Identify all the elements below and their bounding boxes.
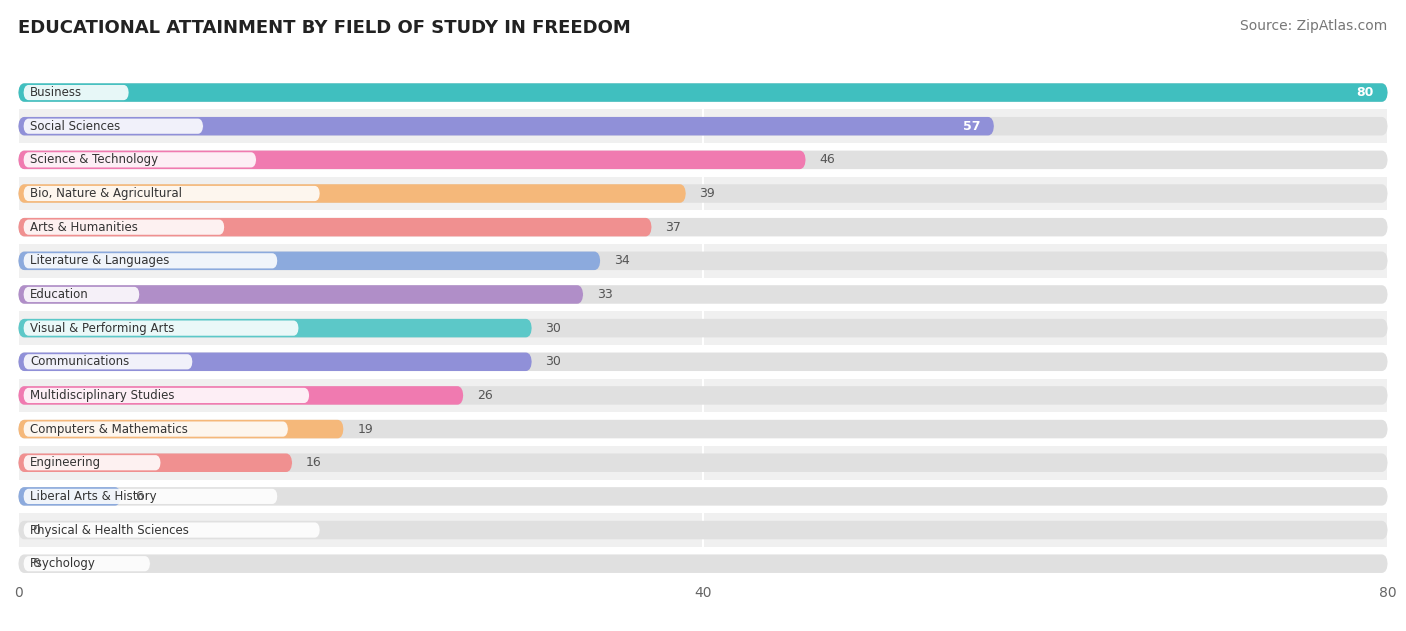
Text: Business: Business <box>31 86 83 99</box>
Text: 37: 37 <box>665 221 682 233</box>
Text: 0: 0 <box>32 557 39 570</box>
FancyBboxPatch shape <box>18 109 1388 143</box>
Text: Education: Education <box>31 288 89 301</box>
FancyBboxPatch shape <box>18 278 1388 311</box>
Text: Engineering: Engineering <box>31 456 101 469</box>
FancyBboxPatch shape <box>18 386 1388 404</box>
Text: 16: 16 <box>307 456 322 469</box>
Text: Liberal Arts & History: Liberal Arts & History <box>31 490 157 503</box>
Text: 57: 57 <box>963 120 980 133</box>
FancyBboxPatch shape <box>18 412 1388 446</box>
Text: Physical & Health Sciences: Physical & Health Sciences <box>31 524 190 536</box>
FancyBboxPatch shape <box>18 151 806 169</box>
Text: Social Sciences: Social Sciences <box>31 120 121 133</box>
FancyBboxPatch shape <box>24 85 129 100</box>
FancyBboxPatch shape <box>18 151 1388 169</box>
FancyBboxPatch shape <box>18 345 1388 379</box>
FancyBboxPatch shape <box>24 287 139 302</box>
Text: Science & Technology: Science & Technology <box>31 153 159 167</box>
FancyBboxPatch shape <box>24 422 288 437</box>
FancyBboxPatch shape <box>18 454 1388 472</box>
FancyBboxPatch shape <box>18 420 1388 439</box>
Text: 34: 34 <box>614 254 630 268</box>
FancyBboxPatch shape <box>18 218 1388 237</box>
FancyBboxPatch shape <box>18 218 651 237</box>
Text: Multidisciplinary Studies: Multidisciplinary Studies <box>31 389 174 402</box>
Text: Arts & Humanities: Arts & Humanities <box>31 221 138 233</box>
FancyBboxPatch shape <box>18 252 1388 270</box>
FancyBboxPatch shape <box>18 252 600 270</box>
FancyBboxPatch shape <box>18 184 686 203</box>
FancyBboxPatch shape <box>18 480 1388 513</box>
FancyBboxPatch shape <box>18 285 583 304</box>
FancyBboxPatch shape <box>24 489 277 504</box>
FancyBboxPatch shape <box>24 321 298 336</box>
FancyBboxPatch shape <box>18 319 531 338</box>
Text: 39: 39 <box>700 187 716 200</box>
Text: 26: 26 <box>477 389 492 402</box>
FancyBboxPatch shape <box>18 177 1388 210</box>
Text: Source: ZipAtlas.com: Source: ZipAtlas.com <box>1240 19 1388 33</box>
FancyBboxPatch shape <box>18 117 1388 136</box>
FancyBboxPatch shape <box>18 83 1388 102</box>
Text: 0: 0 <box>32 524 39 536</box>
FancyBboxPatch shape <box>24 354 193 369</box>
FancyBboxPatch shape <box>24 455 160 470</box>
FancyBboxPatch shape <box>18 521 1388 540</box>
FancyBboxPatch shape <box>18 210 1388 244</box>
Text: 30: 30 <box>546 322 561 334</box>
FancyBboxPatch shape <box>18 353 1388 371</box>
FancyBboxPatch shape <box>18 83 1388 102</box>
Text: 6: 6 <box>135 490 142 503</box>
FancyBboxPatch shape <box>24 253 277 268</box>
FancyBboxPatch shape <box>18 547 1388 581</box>
Text: Computers & Mathematics: Computers & Mathematics <box>31 423 188 435</box>
FancyBboxPatch shape <box>18 555 1388 573</box>
FancyBboxPatch shape <box>24 522 321 538</box>
FancyBboxPatch shape <box>18 76 1388 109</box>
Text: EDUCATIONAL ATTAINMENT BY FIELD OF STUDY IN FREEDOM: EDUCATIONAL ATTAINMENT BY FIELD OF STUDY… <box>18 19 631 37</box>
Text: 80: 80 <box>1357 86 1374 99</box>
Text: 19: 19 <box>357 423 373 435</box>
FancyBboxPatch shape <box>24 556 150 571</box>
FancyBboxPatch shape <box>24 220 225 235</box>
FancyBboxPatch shape <box>18 513 1388 547</box>
FancyBboxPatch shape <box>24 388 309 403</box>
Text: 46: 46 <box>820 153 835 167</box>
Text: Communications: Communications <box>31 355 129 369</box>
FancyBboxPatch shape <box>18 319 1388 338</box>
Text: 30: 30 <box>546 355 561 369</box>
Text: Bio, Nature & Agricultural: Bio, Nature & Agricultural <box>31 187 183 200</box>
FancyBboxPatch shape <box>18 379 1388 412</box>
FancyBboxPatch shape <box>18 353 531 371</box>
FancyBboxPatch shape <box>24 186 321 201</box>
FancyBboxPatch shape <box>18 487 1388 505</box>
Text: 33: 33 <box>598 288 613 301</box>
FancyBboxPatch shape <box>18 143 1388 177</box>
FancyBboxPatch shape <box>18 487 121 505</box>
FancyBboxPatch shape <box>24 119 202 134</box>
FancyBboxPatch shape <box>18 420 343 439</box>
FancyBboxPatch shape <box>18 311 1388 345</box>
FancyBboxPatch shape <box>24 152 256 167</box>
Text: Psychology: Psychology <box>31 557 96 570</box>
FancyBboxPatch shape <box>18 454 292 472</box>
FancyBboxPatch shape <box>18 386 464 404</box>
FancyBboxPatch shape <box>18 244 1388 278</box>
Text: Literature & Languages: Literature & Languages <box>31 254 170 268</box>
Text: Visual & Performing Arts: Visual & Performing Arts <box>31 322 174 334</box>
FancyBboxPatch shape <box>18 446 1388 480</box>
FancyBboxPatch shape <box>18 117 994 136</box>
FancyBboxPatch shape <box>18 285 1388 304</box>
FancyBboxPatch shape <box>18 184 1388 203</box>
